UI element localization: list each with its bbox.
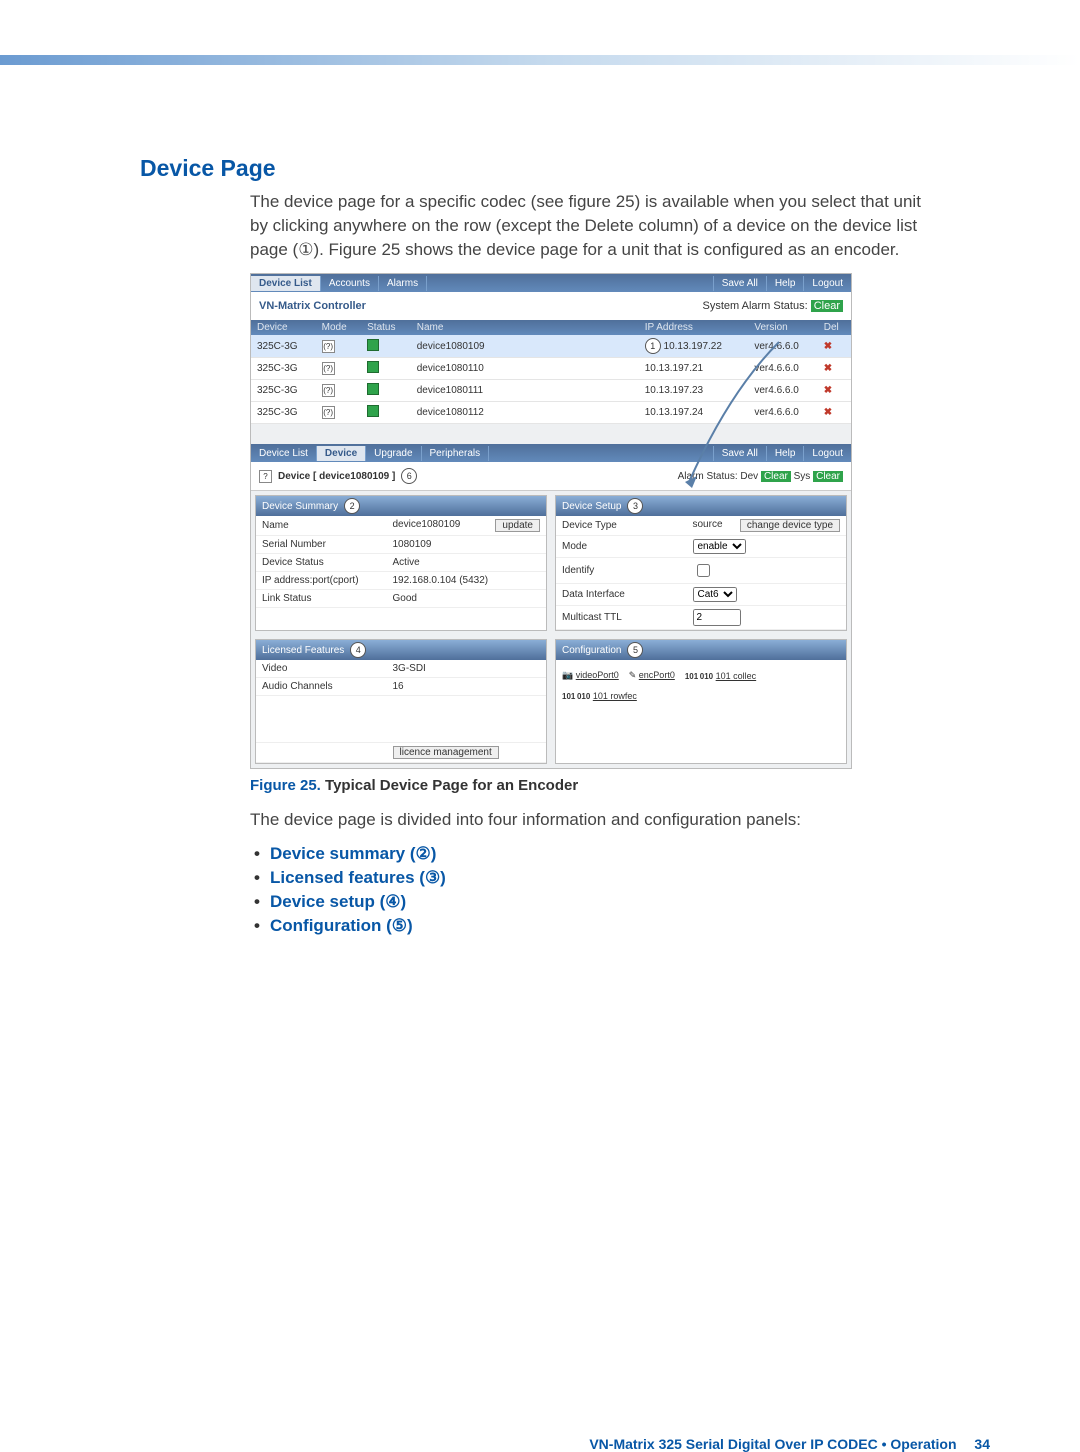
- device-detail-title: Device [ device1080109 ]: [278, 471, 395, 482]
- delete-icon[interactable]: ✖: [824, 363, 832, 374]
- tab-alarms[interactable]: Alarms: [379, 276, 427, 291]
- change-type-button[interactable]: change device type: [740, 519, 840, 532]
- delete-icon[interactable]: ✖: [824, 407, 832, 418]
- rowfec-icon[interactable]: 101 010 101 rowfec: [562, 691, 637, 701]
- panel-links-list: Device summary (②) Licensed features (③)…: [270, 844, 940, 936]
- tab2-device-list[interactable]: Device List: [251, 446, 317, 461]
- panel-device-setup: Device Setup 3 Device Type source change…: [555, 495, 847, 631]
- identify-checkbox[interactable]: [697, 564, 710, 577]
- delete-icon[interactable]: ✖: [824, 385, 832, 396]
- figure-label: Figure 25.: [250, 777, 321, 794]
- link-configuration[interactable]: Configuration (⑤): [270, 916, 940, 936]
- ttl-input[interactable]: [693, 609, 741, 626]
- status-icon: [367, 361, 379, 373]
- annotation-2: 2: [344, 498, 360, 514]
- intro-paragraph: The device page for a specific codec (se…: [250, 190, 940, 261]
- col-device: Device: [251, 320, 316, 335]
- mode-icon: (?): [322, 340, 335, 353]
- panel-title-config: Configuration: [562, 645, 621, 656]
- tab-accounts[interactable]: Accounts: [321, 276, 379, 291]
- alarm-status-label: System Alarm Status:: [703, 300, 811, 312]
- sub-alarm-dev: Clear: [761, 471, 791, 482]
- tab2-peripherals[interactable]: Peripherals: [422, 446, 490, 461]
- help-icon[interactable]: ?: [259, 470, 272, 483]
- panels-intro: The device page is divided into four inf…: [250, 808, 940, 832]
- panel-licensed-features: Licensed Features 4 Video3G-SDI Audio Ch…: [255, 639, 547, 764]
- licence-mgmt-button[interactable]: licence management: [393, 746, 499, 759]
- btn-save-all[interactable]: Save All: [713, 276, 766, 291]
- mode-icon: (?): [322, 384, 335, 397]
- tab-device-list[interactable]: Device List: [251, 276, 321, 291]
- table-row[interactable]: 325C-3G (?) device1080111 10.13.197.23 v…: [251, 380, 851, 402]
- data-interface-select[interactable]: Cat6: [693, 587, 737, 602]
- top-tabs: Device List Accounts Alarms Save All Hel…: [251, 274, 851, 292]
- link-device-setup[interactable]: Device setup (④): [270, 892, 940, 912]
- btn-logout[interactable]: Logout: [803, 276, 851, 291]
- table-row[interactable]: 325C-3G (?) device1080112 10.13.197.24 v…: [251, 402, 851, 424]
- tab2-device[interactable]: Device: [317, 446, 366, 461]
- col-version: Version: [748, 320, 817, 335]
- controller-title: VN-Matrix Controller: [259, 300, 366, 312]
- col-mode: Mode: [316, 320, 362, 335]
- col-ip: IP Address: [639, 320, 749, 335]
- link-device-summary[interactable]: Device summary (②): [270, 844, 940, 864]
- status-icon: [367, 383, 379, 395]
- col-del: Del: [818, 320, 851, 335]
- enc-icon[interactable]: ✎ encPort0: [629, 670, 675, 681]
- status-icon: [367, 339, 379, 351]
- panel-title-summary: Device Summary: [262, 501, 338, 512]
- update-button[interactable]: update: [495, 519, 540, 532]
- annotation-1: 1: [645, 338, 661, 354]
- page-number: 34: [974, 1436, 990, 1452]
- panel-title-setup: Device Setup: [562, 501, 621, 512]
- page-heading: Device Page: [140, 155, 940, 182]
- device-list-table: Device Mode Status Name IP Address Versi…: [251, 320, 851, 424]
- annotation-4: 4: [350, 642, 366, 658]
- btn2-save-all[interactable]: Save All: [713, 446, 766, 461]
- btn2-logout[interactable]: Logout: [803, 446, 851, 461]
- annotation-6: 6: [401, 468, 417, 484]
- figure-text: Typical Device Page for an Encoder: [325, 777, 578, 794]
- table-row[interactable]: 325C-3G (?) device1080110 10.13.197.21 v…: [251, 358, 851, 380]
- sub-alarm-sys: Clear: [813, 471, 843, 482]
- delete-icon[interactable]: ✖: [824, 341, 832, 352]
- annotation-5: 5: [627, 642, 643, 658]
- panel-device-summary: Device Summary 2 Name device1080109 upda…: [255, 495, 547, 631]
- sub-alarm-label: Alarm Status: Dev: [678, 471, 761, 482]
- annotation-3: 3: [627, 498, 643, 514]
- mode-icon: (?): [322, 362, 335, 375]
- btn2-help[interactable]: Help: [766, 446, 804, 461]
- link-licensed-features[interactable]: Licensed features (③): [270, 868, 940, 888]
- collec-icon[interactable]: 101 010 101 collec: [685, 671, 756, 681]
- btn-help[interactable]: Help: [766, 276, 804, 291]
- col-name: Name: [411, 320, 639, 335]
- alarm-status-value: Clear: [811, 300, 843, 312]
- status-icon: [367, 405, 379, 417]
- mode-select[interactable]: enable: [693, 539, 746, 554]
- mode-icon: (?): [322, 406, 335, 419]
- panel-configuration: Configuration 5 📷 videoPort0 ✎ encPort0 …: [555, 639, 847, 764]
- top-ribbon: [0, 55, 1080, 65]
- camera-icon[interactable]: 📷 videoPort0: [562, 670, 619, 681]
- footer-text: VN-Matrix 325 Serial Digital Over IP COD…: [589, 1436, 956, 1452]
- figure-screenshot: Device List Accounts Alarms Save All Hel…: [250, 273, 852, 769]
- tab2-upgrade[interactable]: Upgrade: [366, 446, 421, 461]
- panel-title-licensed: Licensed Features: [262, 645, 344, 656]
- col-status: Status: [361, 320, 411, 335]
- table-row[interactable]: 325C-3G (?) device1080109 1 10.13.197.22…: [251, 335, 851, 358]
- sub-tabs: Device List Device Upgrade Peripherals S…: [251, 444, 851, 462]
- sub-alarm-mid: Sys: [794, 471, 813, 482]
